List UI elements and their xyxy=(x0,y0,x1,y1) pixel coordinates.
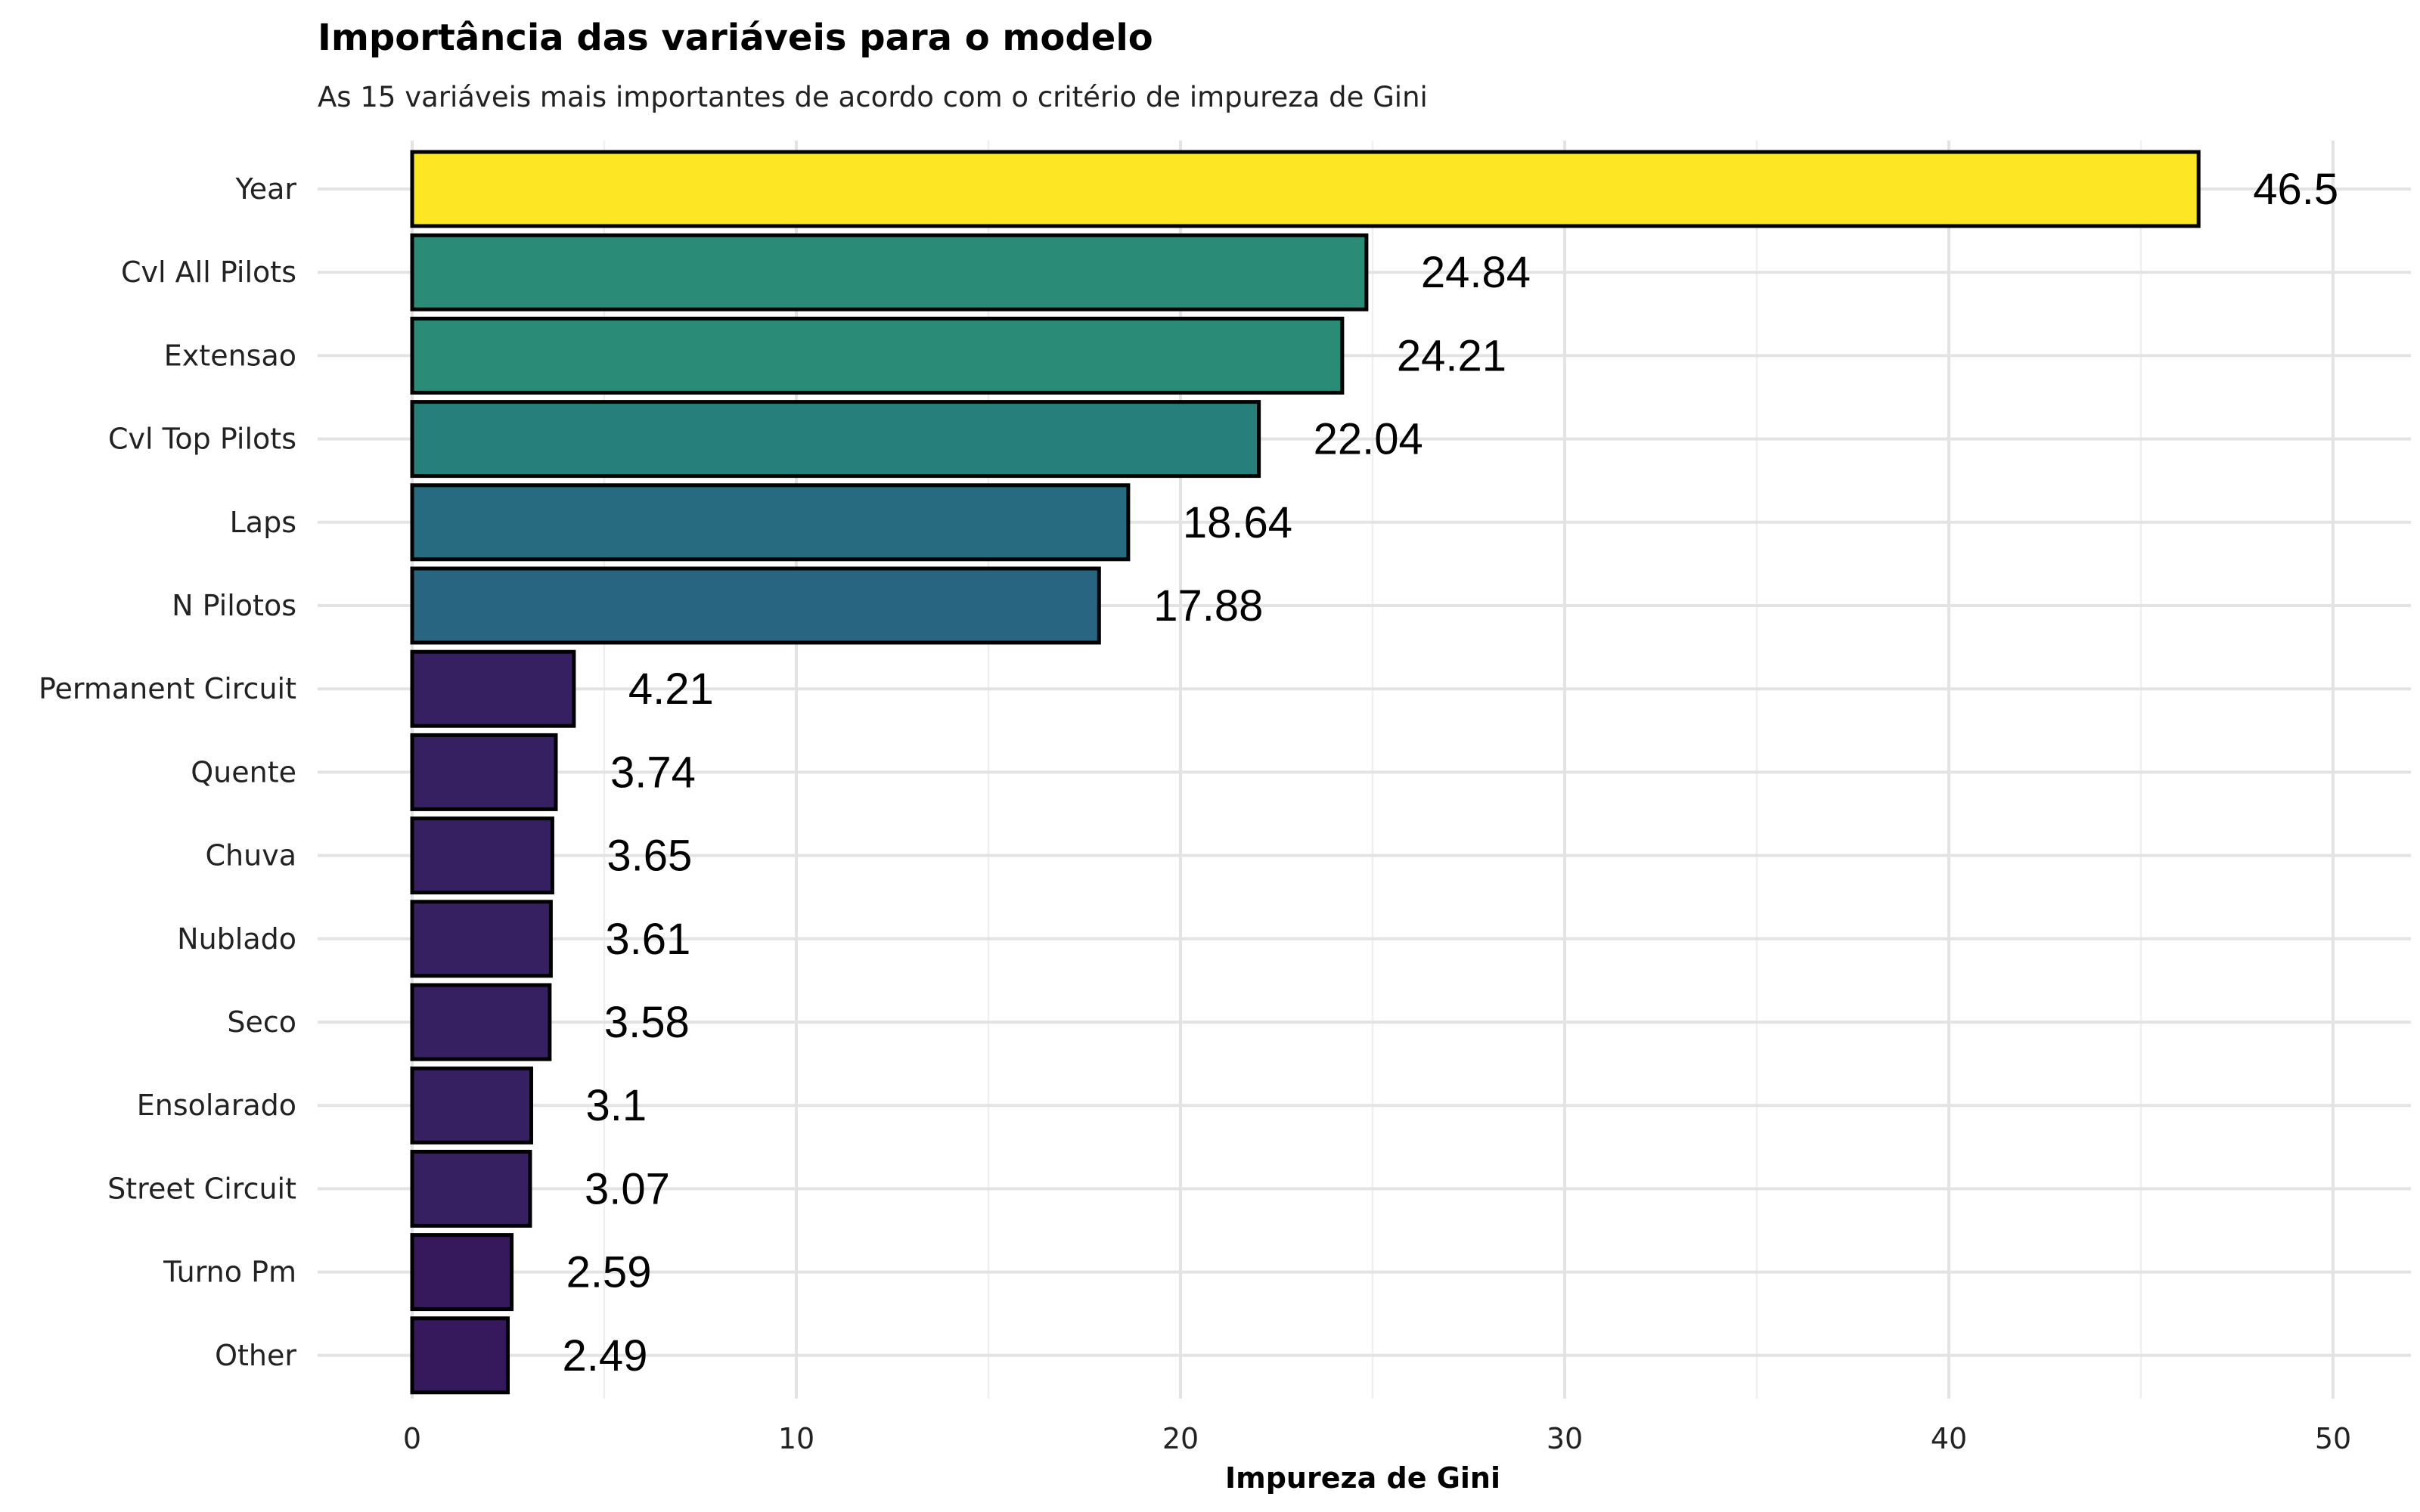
data-label: 22.04 xyxy=(1314,415,1423,464)
x-tick-label: 0 xyxy=(403,1422,421,1455)
x-tick-label: 50 xyxy=(2315,1422,2351,1455)
data-label: 3.61 xyxy=(605,915,690,964)
data-label: 46.5 xyxy=(2253,165,2338,214)
data-label: 24.84 xyxy=(1421,248,1531,297)
bar xyxy=(410,316,1345,395)
data-label: 3.74 xyxy=(610,748,696,797)
chart-title: Importância das variáveis para o modelo xyxy=(318,17,1153,59)
y-tick-label: Cvl All Pilots xyxy=(121,256,296,289)
y-tick-label: Turno Pm xyxy=(163,1256,296,1289)
x-tick-label: 40 xyxy=(1931,1422,1967,1455)
bar xyxy=(410,483,1131,562)
y-tick-label: Quente xyxy=(191,755,296,789)
data-label: 2.49 xyxy=(562,1331,647,1380)
x-axis-title: Impureza de Gini xyxy=(1225,1461,1500,1495)
x-tick-label: 30 xyxy=(1547,1422,1583,1455)
data-label: 3.1 xyxy=(585,1081,647,1130)
bar xyxy=(410,566,1101,645)
bar xyxy=(410,1233,514,1312)
y-tick-label: Laps xyxy=(230,506,296,539)
bar xyxy=(410,816,554,895)
bar xyxy=(410,1066,533,1145)
y-tick-label: Nublado xyxy=(177,922,296,956)
bar xyxy=(410,900,553,978)
x-tick-label: 20 xyxy=(1162,1422,1199,1455)
bar xyxy=(410,1149,532,1228)
y-tick-label: Extensao xyxy=(164,339,296,372)
data-label: 3.07 xyxy=(585,1164,670,1213)
bar xyxy=(410,150,2201,228)
data-label: 3.65 xyxy=(607,832,692,881)
data-label: 2.59 xyxy=(566,1248,652,1297)
y-tick-label: Permanent Circuit xyxy=(39,672,296,705)
data-labels: 46.5 24.84 24.21 22.04 18.64 17.88 4.21 3.74 3.6… xyxy=(562,165,2338,1380)
y-tick-label: N Pilotos xyxy=(172,589,296,622)
bars xyxy=(410,150,2201,1395)
data-label: 3.58 xyxy=(604,998,690,1047)
y-tick-label: Cvl Top Pilots xyxy=(108,423,296,456)
y-tick-label: Seco xyxy=(227,1005,296,1039)
bar xyxy=(410,733,558,811)
bar xyxy=(410,649,576,728)
bar xyxy=(410,233,1369,311)
y-tick-label: Street Circuit xyxy=(107,1172,296,1205)
data-label: 18.64 xyxy=(1183,498,1292,547)
y-tick-label: Year xyxy=(235,172,297,206)
bar xyxy=(410,1316,510,1395)
y-axis-labels: Year Cvl All Pilots Extensao Cvl Top Pilots… xyxy=(39,172,296,1372)
chart-subtitle: As 15 variáveis mais importantes de acor… xyxy=(318,81,1428,113)
data-label: 17.88 xyxy=(1153,581,1263,631)
y-tick-label: Ensolarado xyxy=(137,1089,296,1122)
x-tick-label: 10 xyxy=(778,1422,814,1455)
y-tick-label: Chuva xyxy=(206,839,296,872)
data-label: 24.21 xyxy=(1397,331,1506,380)
bar xyxy=(410,400,1261,479)
y-tick-label: Other xyxy=(215,1339,296,1372)
data-label: 4.21 xyxy=(628,665,714,714)
bar xyxy=(410,983,552,1061)
x-axis-labels: 0 10 20 30 40 50 xyxy=(403,1422,2351,1455)
